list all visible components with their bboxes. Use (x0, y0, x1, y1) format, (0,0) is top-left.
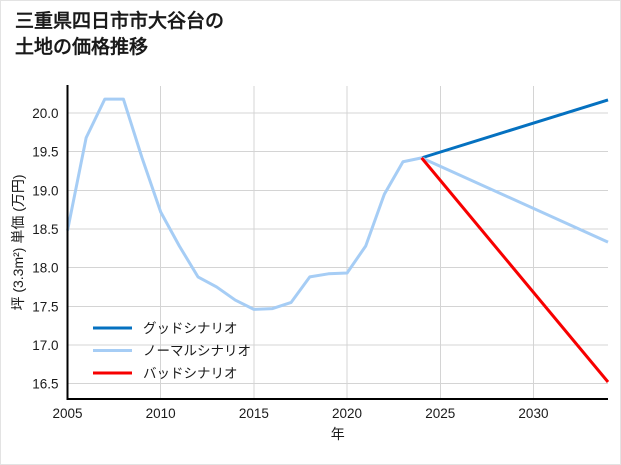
gridlines-group (67, 86, 608, 399)
legend-label-2: ノーマルシナリオ (143, 344, 251, 359)
y-tick-label: 17.0 (32, 338, 58, 353)
x-tick-label: 2005 (52, 406, 82, 421)
y-tick-label: 17.5 (32, 299, 58, 314)
y-tick-label: 18.5 (32, 222, 58, 237)
y-tick-label: 19.5 (32, 145, 58, 160)
y-tick-label: 16.5 (32, 377, 58, 392)
series-group (66, 97, 610, 383)
series-line-2 (66, 97, 609, 311)
legend-label-3: バッドシナリオ (143, 366, 238, 381)
y-axis-title: 坪 (3.3m²) 単価 (万円) (10, 174, 26, 310)
y-tick-label: 18.0 (32, 261, 58, 276)
x-tick-label: 2020 (332, 406, 362, 421)
chart-title: 三重県四日市市大谷台の 土地の価格推移 (15, 11, 225, 58)
y-tick-label: 20.0 (32, 106, 58, 121)
x-tick-label: 2025 (425, 406, 455, 421)
series-line-1 (421, 98, 609, 160)
x-tick-label: 2030 (518, 406, 548, 421)
series-line-3 (420, 156, 610, 383)
tick-labels-group: 16.5 17.0 17.5 18.0 18.5 19.0 19.5 20.0 2005 2010… (32, 106, 548, 421)
legend-label-1: グッドシナリオ (143, 321, 238, 336)
axes-group (66, 85, 608, 401)
y-tick-label: 19.0 (32, 183, 58, 198)
x-tick-label: 2010 (146, 406, 176, 421)
axis-titles-group: 年 坪 (3.3m²) 単価 (万円) (10, 174, 345, 442)
x-axis-title: 年 (331, 426, 345, 442)
x-tick-label: 2015 (239, 406, 269, 421)
